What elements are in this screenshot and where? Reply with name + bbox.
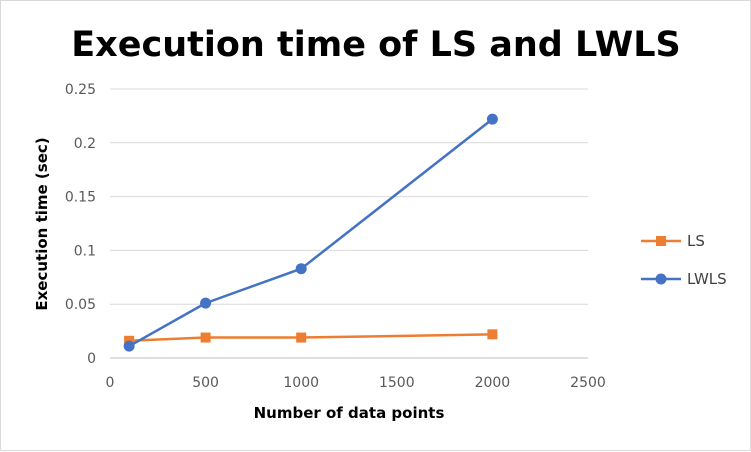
- legend-marker: [656, 236, 666, 246]
- x-tick-label: 500: [192, 375, 219, 391]
- legend-item-lwls: LWLS: [641, 270, 727, 288]
- gridlines: [110, 88, 588, 359]
- data-point-lwls: [123, 340, 135, 352]
- x-tick-label: 1500: [379, 375, 415, 391]
- legend: LS LWLS: [641, 232, 727, 288]
- series-group: [123, 113, 498, 352]
- y-tick-label: 0.1: [74, 243, 96, 259]
- y-tick-label: 0.15: [65, 190, 96, 206]
- legend-marker: [655, 273, 667, 285]
- y-tick-label: 0: [87, 351, 96, 367]
- x-tick-label: 2500: [570, 375, 606, 391]
- legend-label: LS: [687, 232, 705, 250]
- series-line-ls: [129, 333, 493, 343]
- data-point-lwls: [295, 263, 307, 275]
- x-tick-label: 2000: [475, 375, 511, 391]
- y-axis-ticks: 0 0.05 0.1 0.15 0.2 0.25: [65, 82, 96, 367]
- data-point-lwls: [486, 113, 498, 125]
- data-point-ls: [200, 332, 211, 343]
- data-point-ls: [487, 329, 498, 340]
- data-point-lwls: [200, 297, 212, 309]
- series-line-lwls: [128, 118, 494, 348]
- legend-item-ls: LS: [641, 232, 705, 250]
- y-tick-label: 0.25: [65, 82, 96, 98]
- x-axis-ticks: 0 500 1000 1500 2000 2500: [106, 375, 606, 391]
- chart-title: Execution time of LS and LWLS: [71, 25, 681, 65]
- legend-label: LWLS: [687, 270, 727, 288]
- x-axis-title: Number of data points: [254, 404, 445, 422]
- y-tick-label: 0.05: [65, 297, 96, 313]
- data-point-ls: [296, 332, 307, 343]
- x-tick-label: 1000: [283, 375, 319, 391]
- y-axis-title: Execution time (sec): [33, 137, 51, 310]
- y-tick-label: 0.2: [74, 136, 96, 152]
- x-tick-label: 0: [106, 375, 115, 391]
